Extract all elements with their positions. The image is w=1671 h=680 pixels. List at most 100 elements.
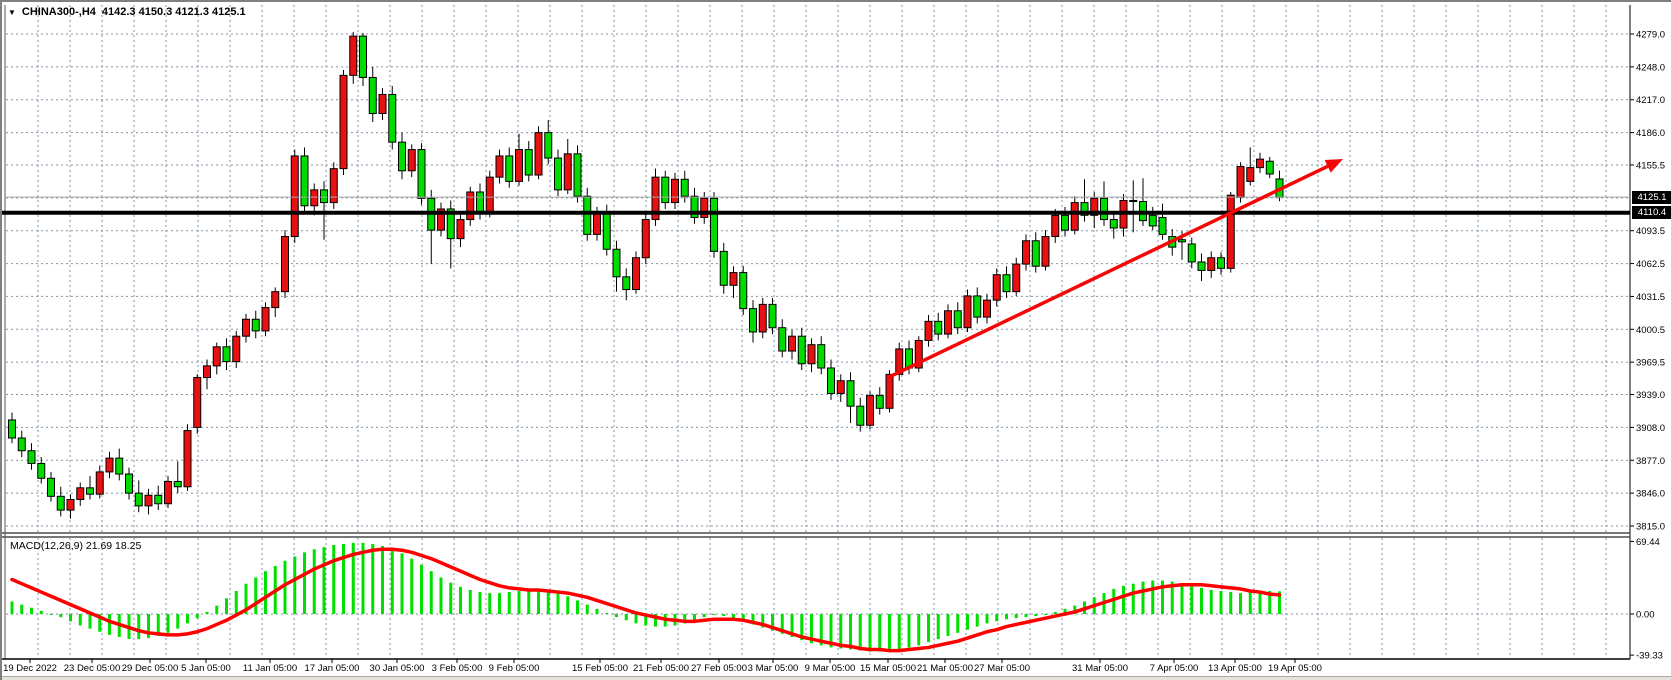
macd-histogram-bar — [225, 598, 228, 614]
macd-histogram-bar — [410, 558, 414, 614]
candle-body — [797, 335, 806, 365]
macd-histogram-bar — [527, 589, 531, 614]
dropdown-icon[interactable]: ▼ — [8, 8, 16, 17]
hline-price-badge: 4110.4 — [1632, 206, 1671, 220]
axis-label: 4248.0 — [1636, 62, 1665, 73]
macd-histogram-bar — [156, 614, 160, 636]
macd-histogram-bar — [995, 614, 999, 622]
candle-body — [349, 35, 358, 76]
macd-histogram-bar — [439, 577, 443, 614]
macd-histogram-bar — [858, 614, 862, 651]
candle-body — [466, 191, 475, 221]
macd-histogram-bar — [1200, 587, 1203, 614]
candle-body — [290, 155, 299, 238]
macd-histogram-bar — [1053, 611, 1057, 614]
axis-label: 3939.0 — [1636, 390, 1665, 401]
candle-body — [17, 437, 26, 452]
macd-histogram-bar — [878, 614, 882, 652]
candle-body — [505, 155, 514, 182]
candle-body — [232, 335, 241, 363]
macd-histogram-bar — [761, 614, 765, 628]
macd-histogram-bar — [351, 542, 355, 614]
candle-body — [856, 405, 865, 426]
candle-body — [27, 450, 36, 464]
axis-label: 4093.5 — [1636, 226, 1665, 237]
candle-body — [1022, 240, 1030, 265]
macd-histogram-bar — [498, 593, 501, 614]
macd-histogram-bar — [1180, 583, 1184, 614]
candle-body — [944, 310, 952, 335]
candle-body — [1100, 197, 1108, 221]
axis-label: 9 Mar 05:00 — [805, 663, 856, 674]
macd-histogram-bar — [693, 614, 696, 621]
trend-arrow[interactable] — [886, 159, 1343, 380]
macd-histogram-bar — [429, 571, 433, 614]
macd-histogram-bar — [449, 582, 453, 614]
candle-body — [846, 380, 855, 407]
candle-body — [1197, 261, 1206, 271]
candle-body — [817, 344, 826, 369]
macd-histogram-bar — [390, 549, 394, 614]
axis-label: -39.33 — [1636, 651, 1663, 662]
macd-histogram-bar — [868, 614, 872, 652]
macd-histogram-bar — [1063, 608, 1067, 614]
macd-histogram-bar — [1151, 580, 1155, 614]
axis-label: 4279.0 — [1636, 30, 1665, 41]
axis-label: 4062.5 — [1636, 259, 1665, 270]
macd-histogram-bar — [361, 542, 365, 614]
macd-histogram-bar — [595, 608, 599, 614]
macd-histogram-bar — [605, 612, 609, 614]
axis-labels: 4279.0 4248.0 4217.0 4186.0 4155.5 4093.5 4062… — [3, 30, 1665, 675]
macd-histogram-bar — [683, 614, 687, 624]
candle-body — [563, 153, 572, 191]
macd-histogram-bar — [10, 601, 14, 614]
macd-histogram-bar — [30, 607, 33, 614]
axis-label: 4186.0 — [1636, 128, 1665, 139]
macd-histogram-bar — [1122, 585, 1125, 614]
axis-label: 5 Jan 05:00 — [181, 663, 231, 674]
candle-body — [729, 272, 738, 286]
window-bottom-edge — [2, 676, 1671, 680]
candle-body — [86, 487, 94, 495]
candle-body — [193, 377, 202, 428]
candle-body — [37, 462, 46, 479]
candle-body — [719, 250, 728, 286]
candle-body — [300, 155, 309, 207]
macd-panel — [10, 542, 1282, 653]
macd-histogram-bar — [702, 614, 706, 618]
macd-histogram-bar — [420, 564, 423, 614]
candle-body — [1236, 166, 1245, 198]
macd-histogram-bar — [966, 614, 969, 630]
candle-body — [583, 195, 592, 235]
candle-body — [329, 168, 338, 204]
candle-body — [368, 76, 377, 115]
candle-body — [1090, 197, 1099, 216]
candle-body — [953, 310, 962, 329]
macd-histogram-bar — [956, 614, 960, 633]
candle-body — [105, 457, 114, 473]
candle-body — [866, 395, 874, 426]
ohlc-values-label: 4142.3 4150.3 4121.3 4125.1 — [101, 6, 246, 18]
axis-label: 21 Mar 05:00 — [917, 663, 973, 674]
macd-signal-line — [10, 547, 1282, 653]
candle-body — [895, 348, 904, 375]
macd-histogram-bar — [644, 614, 648, 626]
axis-label: 69.44 — [1636, 537, 1660, 548]
candle-body — [914, 339, 923, 369]
axis-label: 15 Feb 05:00 — [572, 663, 628, 674]
candle-body — [875, 395, 884, 409]
macd-histogram-bar — [975, 614, 979, 627]
candle-body — [173, 480, 182, 488]
axis-label: 4217.0 — [1636, 95, 1665, 106]
candle-body — [524, 149, 533, 176]
candle-body — [66, 498, 75, 511]
candle-body — [164, 480, 172, 505]
macd-histogram-bar — [517, 591, 521, 614]
candle-body — [973, 295, 982, 318]
macd-histogram-bar — [322, 547, 326, 614]
candle-body — [417, 149, 426, 199]
candle-body — [885, 373, 894, 409]
candle-body — [1051, 214, 1060, 238]
macd-indicator-label: MACD(12,26,9) 21.69 18.25 — [10, 540, 142, 552]
